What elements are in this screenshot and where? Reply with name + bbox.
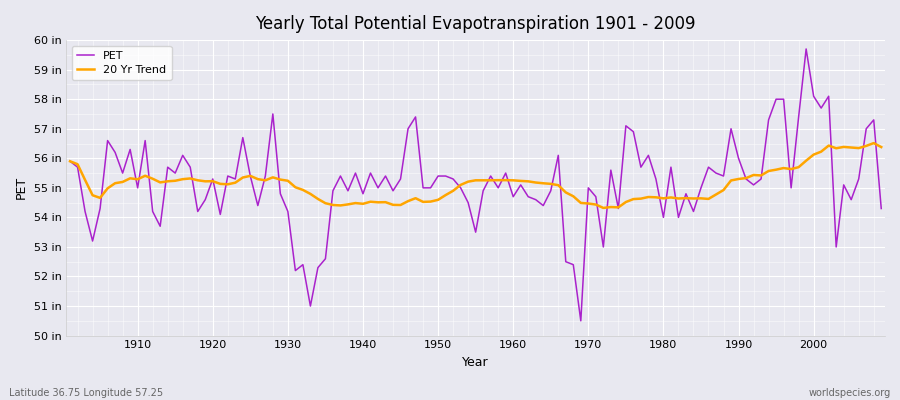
- 20 Yr Trend: [125, 176, 136, 181]
- Y-axis label: PET: PET: [15, 176, 28, 200]
- X-axis label: Year: Year: [463, 356, 489, 369]
- PET: [606, 168, 616, 172]
- PET: [801, 46, 812, 51]
- 20 Yr Trend: [500, 178, 511, 182]
- Title: Yearly Total Potential Evapotranspiration 1901 - 2009: Yearly Total Potential Evapotranspiratio…: [256, 15, 696, 33]
- Legend: PET, 20 Yr Trend: PET, 20 Yr Trend: [72, 46, 172, 80]
- PET: [500, 171, 511, 176]
- Text: worldspecies.org: worldspecies.org: [809, 388, 891, 398]
- Line: 20 Yr Trend: 20 Yr Trend: [70, 143, 881, 208]
- 20 Yr Trend: [606, 205, 616, 210]
- PET: [575, 318, 586, 323]
- 20 Yr Trend: [508, 178, 518, 183]
- Text: Latitude 36.75 Longitude 57.25: Latitude 36.75 Longitude 57.25: [9, 388, 163, 398]
- PET: [125, 147, 136, 152]
- 20 Yr Trend: [598, 206, 608, 210]
- 20 Yr Trend: [65, 159, 76, 164]
- 20 Yr Trend: [290, 185, 301, 190]
- PET: [508, 194, 518, 199]
- PET: [876, 206, 886, 211]
- PET: [65, 159, 76, 164]
- 20 Yr Trend: [868, 141, 879, 146]
- 20 Yr Trend: [335, 203, 346, 208]
- Line: PET: PET: [70, 49, 881, 321]
- PET: [290, 268, 301, 273]
- 20 Yr Trend: [876, 145, 886, 150]
- PET: [335, 174, 346, 178]
